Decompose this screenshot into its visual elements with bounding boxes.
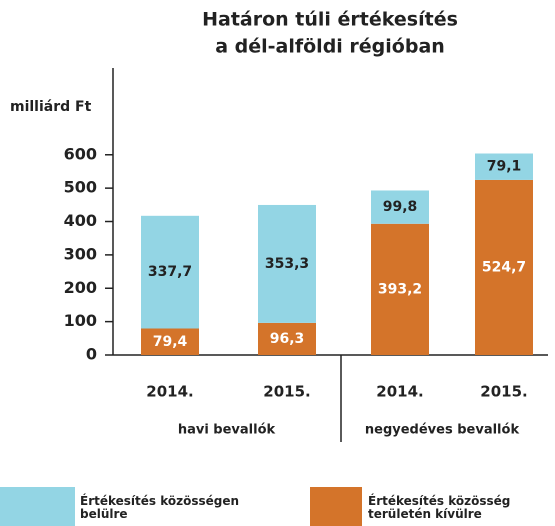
value-label: 79,1 [487, 159, 522, 175]
value-label: 353,3 [265, 256, 309, 272]
value-label: 79,4 [153, 334, 188, 350]
group-label: havi bevallók [178, 423, 276, 438]
bar-segment [141, 215, 199, 329]
y-axis-label: milliárd Ft [10, 99, 92, 115]
bar-segment [141, 328, 199, 355]
y-tick-label: 100 [64, 311, 97, 330]
value-label: 337,7 [148, 264, 192, 280]
y-tick-label: 300 [64, 244, 97, 263]
bar-segment [371, 190, 429, 224]
y-tick-label: 400 [64, 211, 97, 230]
legend-label: Értékesítés közösségen belülre [80, 493, 243, 521]
legend-line: Értékesítés közösség [368, 493, 515, 508]
legend-line: Értékesítés közösségen [80, 493, 243, 508]
chart-title: a dél-alföldi régióban [215, 36, 445, 58]
y-tick-label: 500 [64, 178, 97, 197]
x-tick-label: 2014. [376, 383, 423, 401]
x-tick-label: 2014. [146, 383, 193, 401]
value-label: 393,2 [378, 281, 422, 297]
bar-segment [475, 179, 533, 355]
y-tick-label: 200 [64, 278, 97, 297]
legend-label: Értékesítés közösség területén kívülre [368, 493, 515, 521]
bar-segment [258, 322, 316, 355]
x-tick-label: 2015. [263, 383, 310, 401]
value-label: 524,7 [482, 259, 526, 275]
group-label: negyedéves bevallók [365, 423, 520, 438]
legend-line: területén kívülre [368, 507, 482, 521]
value-label: 99,8 [383, 199, 418, 215]
legend-swatch [310, 487, 362, 526]
x-tick-label: 2015. [480, 383, 527, 401]
legend-line: belülre [80, 507, 128, 521]
bar-segment [258, 204, 316, 323]
y-tick-label: 600 [64, 144, 97, 163]
legend-swatch [0, 487, 75, 526]
bar-segment [371, 223, 429, 355]
chart-title: Határon túli értékesítés [202, 9, 458, 31]
bar-segment [475, 153, 533, 180]
y-tick-label: 0 [86, 345, 97, 364]
value-label: 96,3 [270, 331, 305, 347]
